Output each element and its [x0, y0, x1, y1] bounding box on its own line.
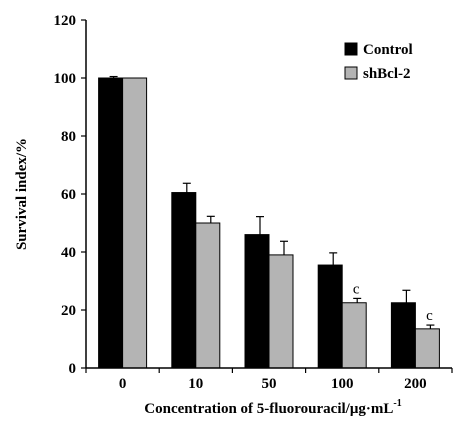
significance-label-1-3: c [353, 281, 360, 297]
bar-0-4 [390, 302, 416, 369]
bar-0-0 [98, 77, 124, 369]
x-tick-label-3: 100 [331, 376, 354, 392]
y-axis-title: Survival index/% [14, 138, 30, 250]
x-tick-label-2: 50 [262, 376, 277, 392]
error-bars-layer [109, 75, 435, 329]
x-axis-title-sup: -1 [393, 398, 401, 409]
legend-swatch-0 [344, 42, 358, 56]
y-tick-label-3: 60 [61, 187, 76, 203]
bar-1-0 [122, 77, 148, 369]
significance-label-1-4: c [426, 308, 433, 324]
bar-0-2 [244, 234, 270, 369]
bar-1-4 [414, 328, 440, 369]
legend: Control shBcl-2 [344, 42, 413, 82]
x-tick-label-4: 200 [404, 376, 427, 392]
bar-0-3 [317, 264, 343, 369]
y-tick-label-1: 20 [61, 303, 76, 319]
legend-swatch-1 [344, 66, 358, 80]
y-tick-label-6: 120 [54, 13, 77, 29]
legend-label-0: Control [363, 42, 413, 58]
bar-1-1 [195, 222, 221, 369]
bars-layer [98, 77, 440, 369]
annotations-layer: cc [353, 281, 433, 324]
x-tick-label-0: 0 [119, 376, 127, 392]
y-tick-label-4: 80 [61, 129, 76, 145]
x-tick-label-1: 10 [188, 376, 203, 392]
bar-1-3 [341, 302, 367, 369]
bar-1-2 [268, 254, 294, 369]
x-axis-title-main: Concentration of 5-fluorouracil/ [144, 401, 350, 417]
y-tick-label-2: 40 [61, 245, 76, 261]
bar-0-1 [171, 192, 197, 369]
legend-label-1: shBcl-2 [363, 66, 411, 82]
y-tick-label-5: 100 [54, 71, 77, 87]
y-tick-label-0: 0 [69, 361, 77, 377]
x-axis-title-unit: μg·mL [350, 401, 394, 417]
ticks-layer: 0 20 40 60 80 100 120 0 10 50 100 200 [54, 13, 453, 392]
x-axis-title: Concentration of 5-fluorouracil/μg·mL-1 [144, 398, 401, 417]
